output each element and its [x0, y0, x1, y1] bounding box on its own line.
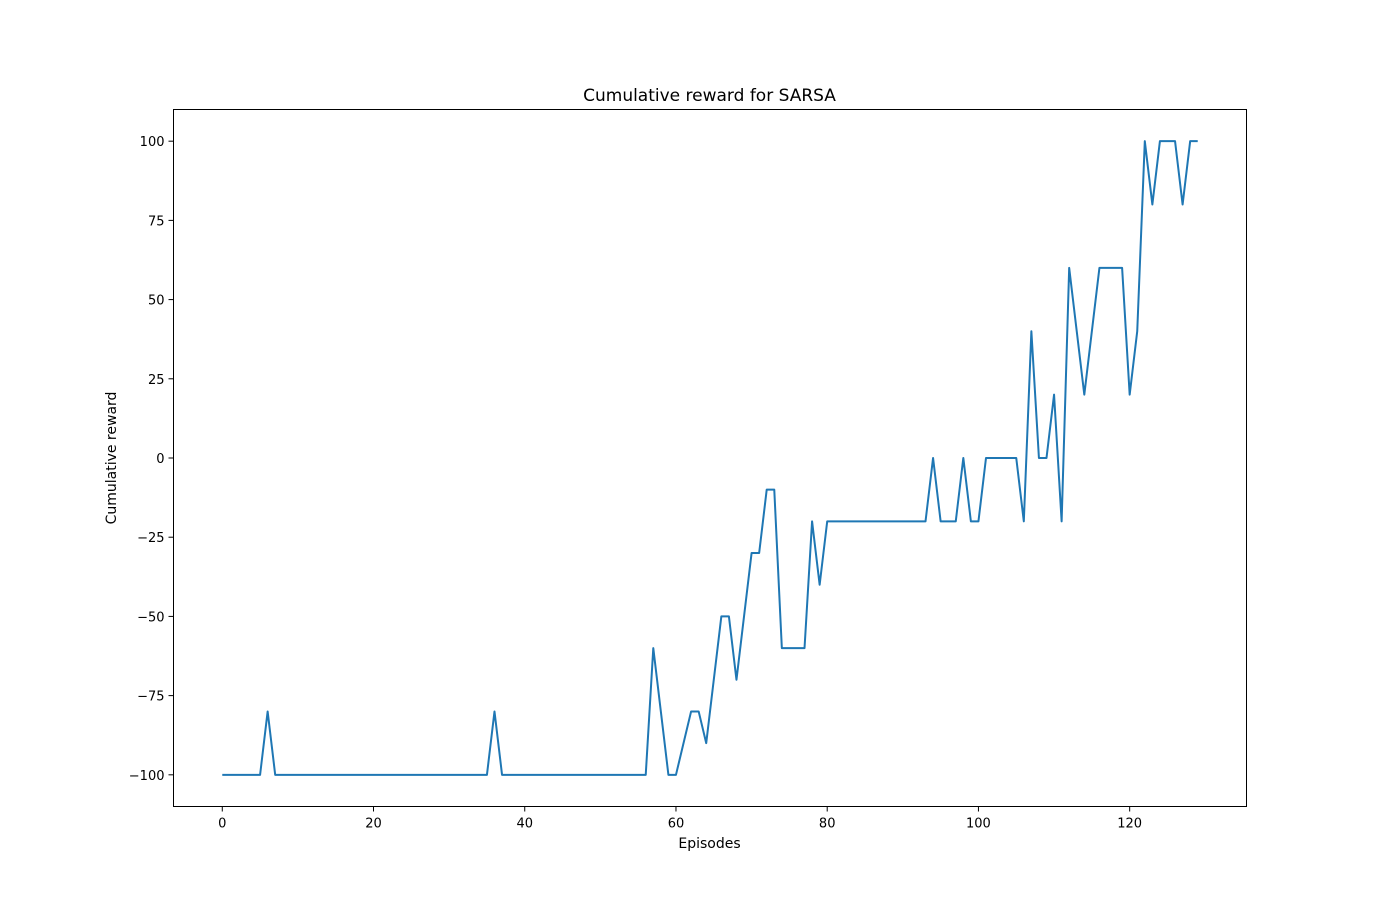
chart-title: Cumulative reward for SARSA [583, 86, 836, 106]
y-tick-label: 0 [156, 452, 164, 467]
y-axis-label: Cumulative reward [104, 392, 120, 525]
x-tick-label: 0 [218, 817, 226, 832]
y-tick-label: 75 [148, 214, 165, 229]
y-tick-label: −100 [129, 769, 165, 784]
x-tick-label: 60 [668, 817, 685, 832]
x-tick-label: 80 [819, 817, 836, 832]
x-tick-label: 20 [365, 817, 382, 832]
y-tick-label: 50 [148, 294, 165, 309]
x-tick-label: 120 [1117, 817, 1142, 832]
plot-frame [173, 109, 1247, 807]
y-tick-label: −75 [137, 690, 164, 705]
x-tick-label: 100 [966, 817, 991, 832]
x-tick-label: 40 [516, 817, 533, 832]
y-tick-label: −25 [137, 531, 164, 546]
series-line [222, 140, 1198, 776]
y-axis: −100 −75 −50 −25 0 25 50 75 100 [129, 135, 174, 784]
y-tick-label: 100 [140, 135, 165, 150]
y-tick-label: 25 [148, 373, 165, 388]
x-axis: 0 20 40 60 80 100 120 [218, 806, 1142, 832]
y-tick-label: −50 [137, 610, 164, 625]
x-axis-label: Episodes [678, 836, 740, 852]
